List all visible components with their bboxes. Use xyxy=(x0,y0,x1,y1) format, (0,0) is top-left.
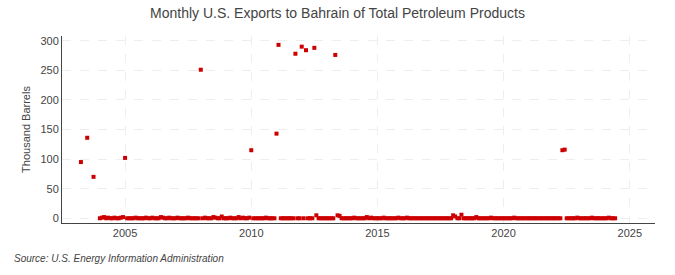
svg-text:2005: 2005 xyxy=(113,227,137,239)
svg-text:150: 150 xyxy=(40,123,58,135)
svg-text:300: 300 xyxy=(40,35,58,47)
svg-text:0: 0 xyxy=(53,212,59,224)
svg-text:2010: 2010 xyxy=(239,227,263,239)
svg-text:2020: 2020 xyxy=(491,227,515,239)
svg-text:Source: U.S. Energy Informatio: Source: U.S. Energy Information Administ… xyxy=(14,253,224,264)
svg-text:Monthly U.S. Exports to Bahrai: Monthly U.S. Exports to Bahrain of Total… xyxy=(150,5,525,21)
svg-text:2025: 2025 xyxy=(618,227,642,239)
svg-text:200: 200 xyxy=(40,94,58,106)
svg-text:50: 50 xyxy=(47,183,59,195)
svg-text:Thousand Barrels: Thousand Barrels xyxy=(20,86,32,173)
svg-text:250: 250 xyxy=(40,64,58,76)
svg-text:2015: 2015 xyxy=(365,227,389,239)
svg-text:100: 100 xyxy=(40,153,58,165)
